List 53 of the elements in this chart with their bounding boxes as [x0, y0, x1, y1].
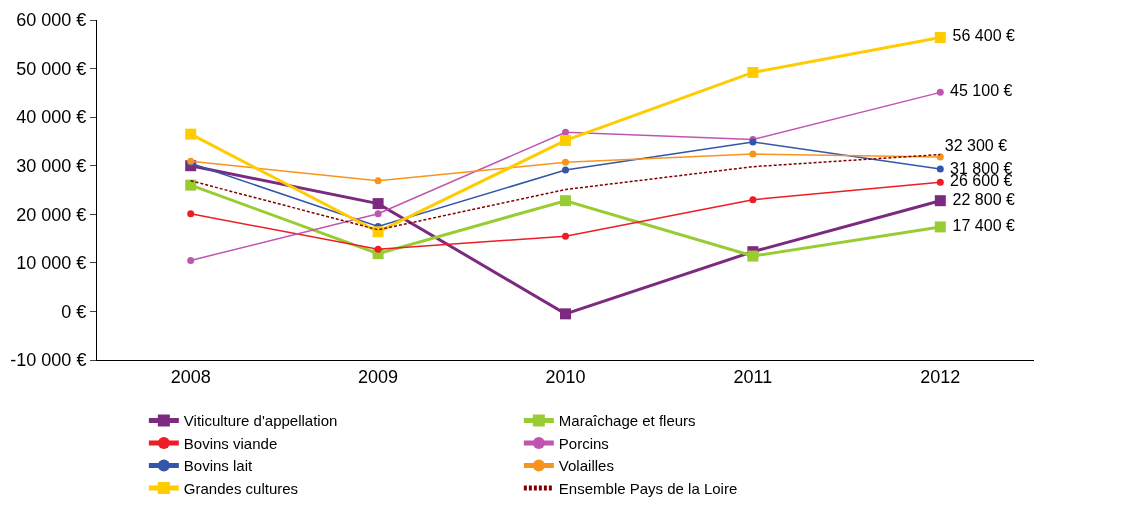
data-label: 17 400 € — [948, 216, 1015, 234]
legend-label: Grandes cultures — [183, 479, 299, 497]
point — [560, 308, 571, 320]
point — [560, 134, 571, 146]
legend-label: Porcins — [558, 434, 609, 452]
x-tick-label: 2010 — [545, 366, 586, 387]
x-tick-label: 2011 — [733, 366, 773, 387]
point — [749, 150, 757, 158]
point — [372, 198, 384, 210]
data-label: 32 300 € — [940, 136, 1008, 154]
x-tick-label: 2009 — [358, 366, 399, 387]
data-label: 56 400 € — [948, 27, 1015, 45]
point — [185, 128, 197, 140]
point — [934, 195, 946, 207]
y-tick-label: 20 000 € — [16, 204, 87, 225]
data-label: 45 100 € — [945, 82, 1013, 100]
legend-label: Bovins lait — [183, 457, 254, 475]
point — [562, 128, 569, 136]
y-tick-label: 60 000 € — [16, 10, 87, 31]
legend-label: Viticulture d'appellation — [183, 412, 338, 430]
y-tick-label: -10 000 € — [10, 350, 87, 371]
point — [562, 232, 569, 240]
point — [374, 210, 382, 218]
point — [936, 153, 944, 161]
point — [936, 165, 944, 173]
point — [936, 88, 944, 96]
point — [185, 179, 197, 191]
point — [934, 221, 946, 233]
point — [562, 158, 569, 166]
legend-label: Ensemble Pays de la Loire — [558, 479, 738, 497]
point — [187, 256, 195, 264]
point — [560, 195, 571, 207]
point — [747, 66, 759, 78]
point — [562, 166, 569, 174]
point — [749, 196, 757, 204]
point — [187, 210, 195, 218]
legend-label: Maraîchage et fleurs — [558, 412, 696, 430]
y-tick-label: 40 000 € — [16, 107, 87, 128]
legend-label: Volailles — [558, 457, 614, 475]
y-tick-label: 30 000 € — [16, 156, 87, 177]
point — [374, 177, 382, 185]
point — [936, 178, 944, 186]
point — [374, 245, 382, 253]
point — [934, 31, 946, 43]
data-label: 22 800 € — [948, 190, 1015, 208]
point — [372, 226, 384, 238]
x-tick-label: 2008 — [170, 366, 211, 387]
y-tick-label: 0 € — [61, 301, 87, 322]
point — [747, 250, 759, 262]
y-tick-label: 10 000 € — [16, 253, 87, 274]
x-tick-label: 2012 — [920, 366, 961, 387]
legend-label: Bovins viande — [183, 434, 278, 452]
y-tick-label: 50 000 € — [16, 58, 87, 79]
